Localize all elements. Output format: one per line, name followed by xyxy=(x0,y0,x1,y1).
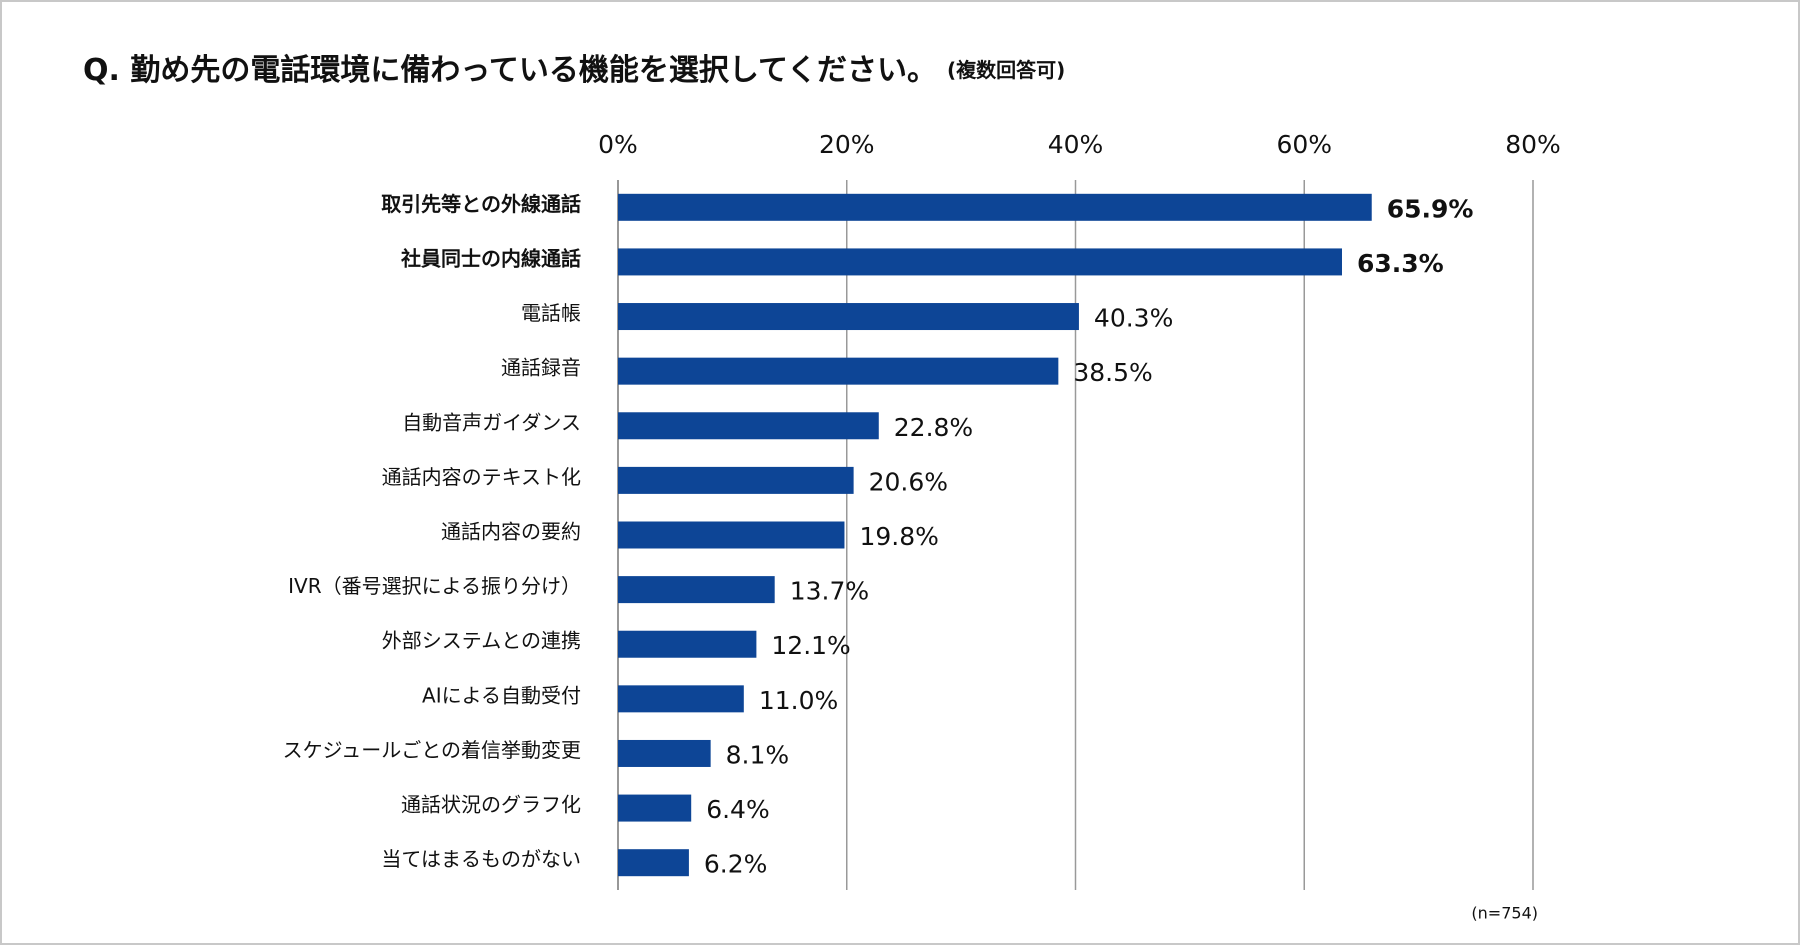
value-label: 12.1% xyxy=(771,631,850,660)
value-label: 38.5% xyxy=(1073,358,1152,387)
x-tick-label: 0% xyxy=(598,130,638,159)
y-tick-label: 社員同士の内線通話 xyxy=(400,246,581,270)
value-label: 13.7% xyxy=(790,577,869,606)
y-tick-label: IVR（番号選択による振り分け） xyxy=(288,574,581,598)
bar xyxy=(618,630,757,658)
value-label: 8.1% xyxy=(726,740,790,769)
y-tick-label: 外部システムとの連携 xyxy=(382,629,581,653)
bar xyxy=(618,193,1372,221)
value-label: 6.4% xyxy=(706,795,770,824)
y-tick-label: 通話内容のテキスト化 xyxy=(382,465,581,489)
y-tick-label: 自動音声ガイダンス xyxy=(402,410,581,434)
y-tick-label: 通話状況のグラフ化 xyxy=(401,793,581,817)
bar xyxy=(618,303,1079,331)
x-tick-label: 40% xyxy=(1048,130,1104,159)
value-label: 11.0% xyxy=(759,686,838,715)
y-tick-label: AIによる自動受付 xyxy=(422,683,581,707)
value-label: 40.3% xyxy=(1094,304,1173,333)
value-label: 6.2% xyxy=(704,850,768,879)
y-tick-label: 当てはまるものがない xyxy=(381,847,581,871)
subtitle: (複数回答可) xyxy=(947,58,1065,82)
y-tick-label: 取引先等との外線通話 xyxy=(381,192,581,216)
bar xyxy=(618,685,744,713)
y-tick-label: 通話録音 xyxy=(501,356,581,380)
value-label: 19.8% xyxy=(859,522,938,551)
y-tick-label: スケジュールごとの着信挙動変更 xyxy=(283,738,581,762)
x-tick-label: 20% xyxy=(819,130,875,159)
note: (n=754) xyxy=(1471,904,1538,923)
value-label: 20.6% xyxy=(869,467,948,496)
bar xyxy=(618,849,689,877)
bar xyxy=(618,521,845,549)
bar xyxy=(618,412,879,440)
bar xyxy=(618,466,854,494)
title: Q. 勤め先の電話環境に備わっている機能を選択してください。 xyxy=(83,53,937,88)
bar xyxy=(618,357,1059,385)
x-tick-label: 60% xyxy=(1276,130,1332,159)
chart-title: Q. 勤め先の電話環境に備わっている機能を選択してください。 (複数回答可) xyxy=(83,53,1065,88)
bar xyxy=(618,248,1342,276)
bar xyxy=(618,739,711,767)
y-tick-label: 通話内容の要約 xyxy=(441,520,581,544)
bar xyxy=(618,794,692,822)
y-tick-label: 電話帳 xyxy=(521,301,581,325)
value-label: 65.9% xyxy=(1387,194,1474,223)
value-label: 63.3% xyxy=(1357,249,1444,278)
value-label: 22.8% xyxy=(894,413,973,442)
x-tick-label: 80% xyxy=(1505,130,1561,159)
bar xyxy=(618,576,775,604)
